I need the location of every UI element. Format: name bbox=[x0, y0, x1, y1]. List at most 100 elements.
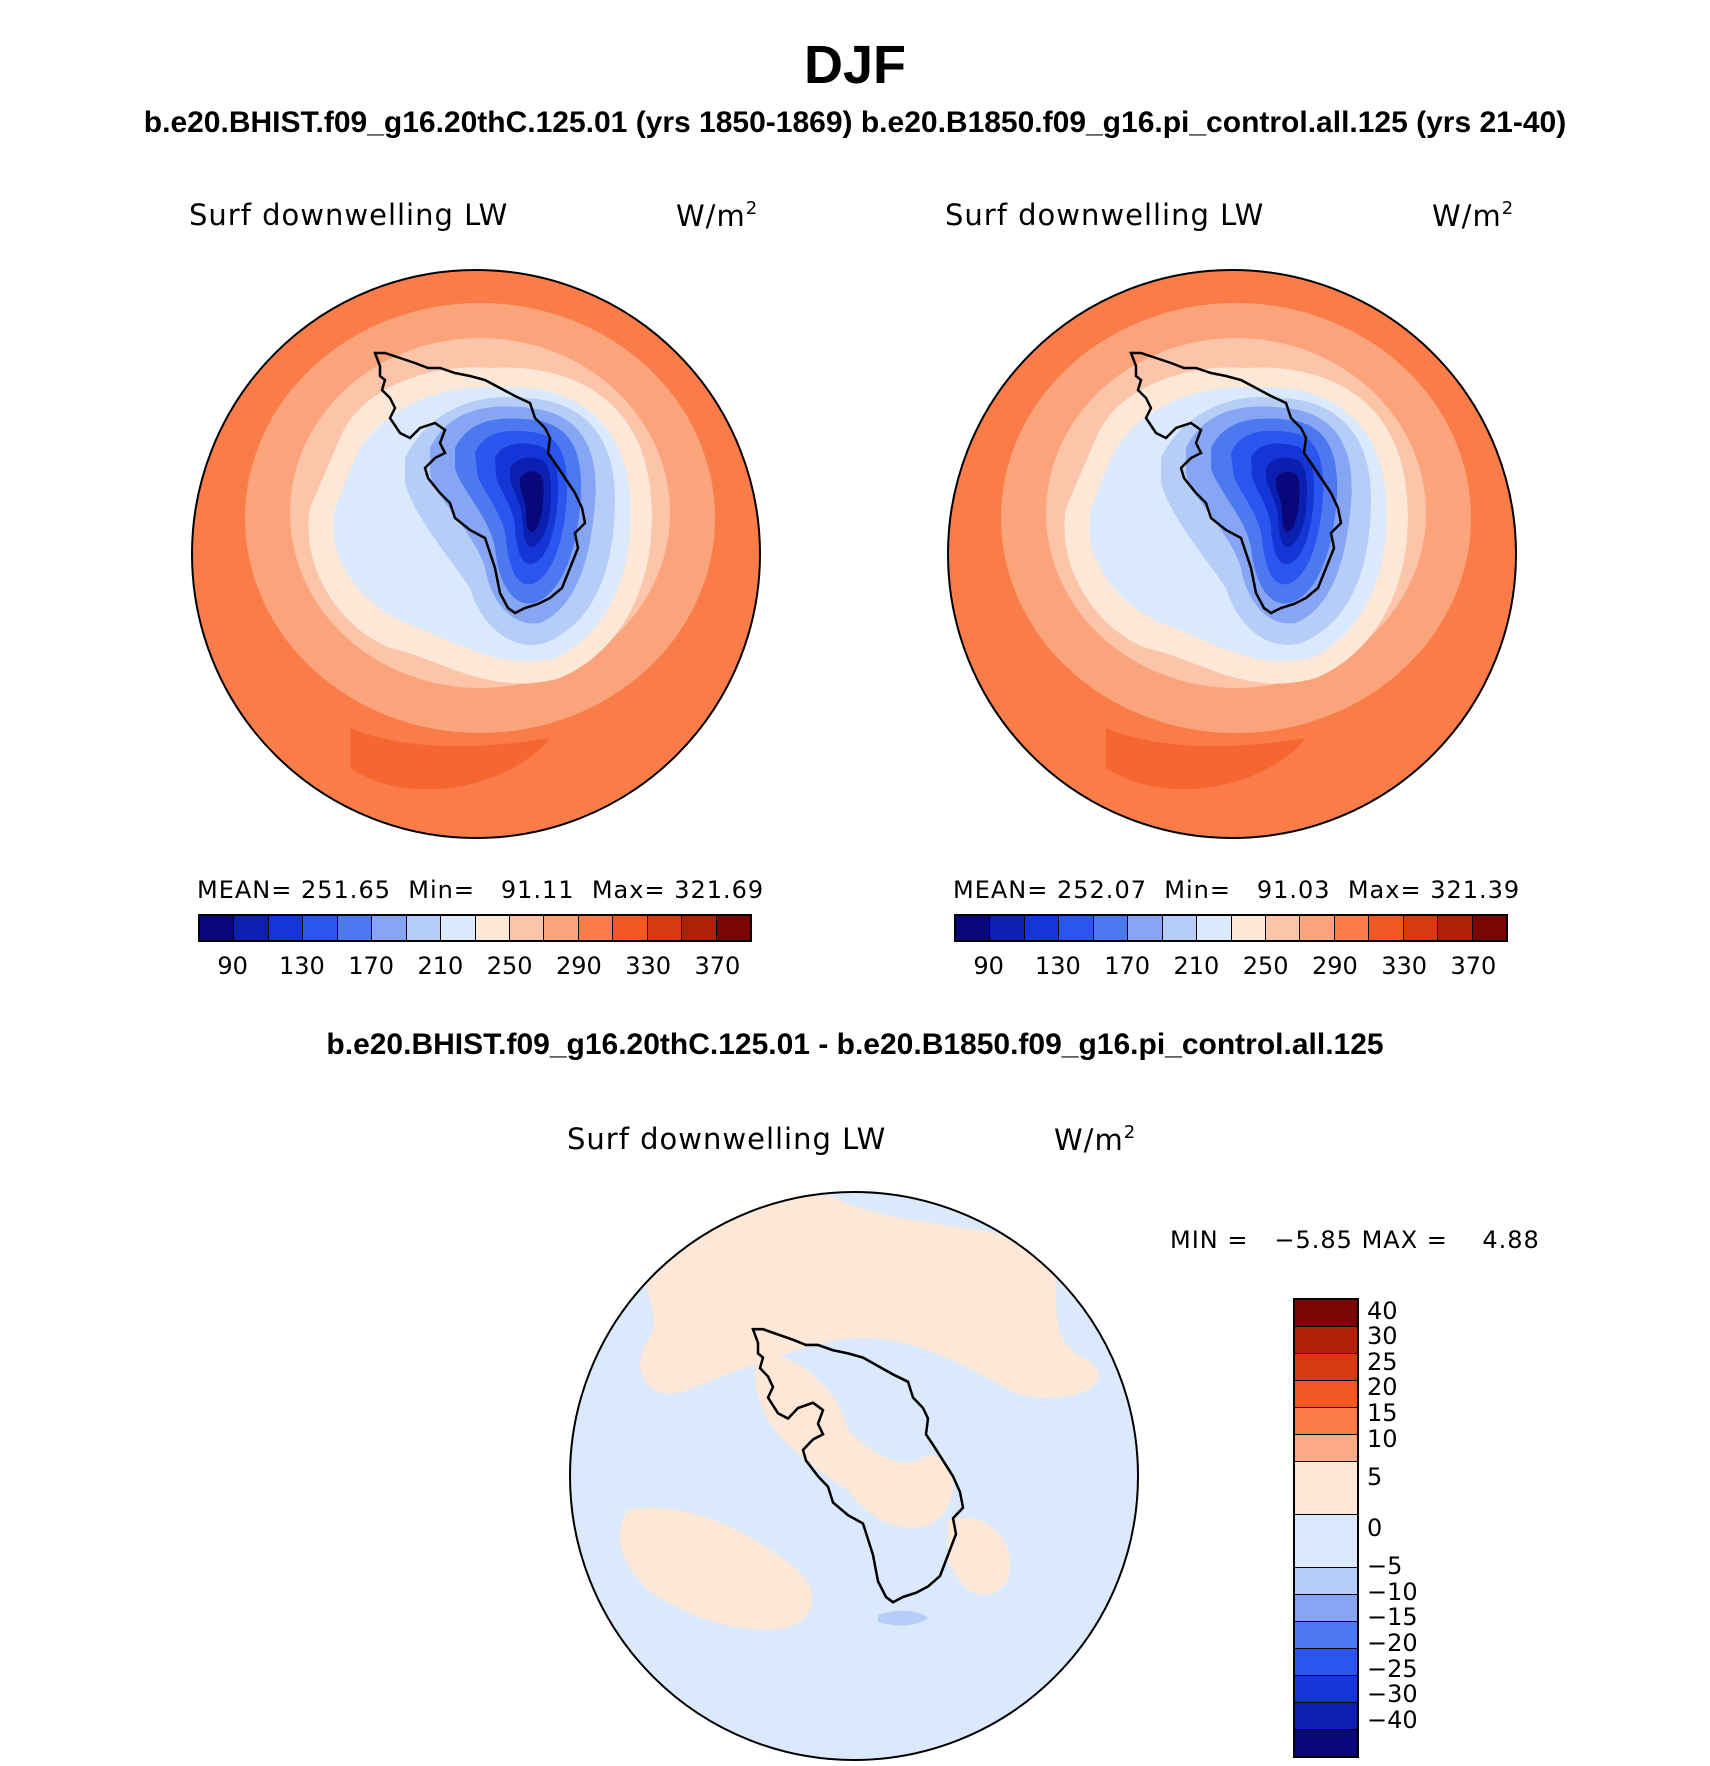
panel-1-map bbox=[191, 269, 761, 839]
colorbar-swatch bbox=[1295, 1622, 1357, 1649]
colorbar-tick-label: −5 bbox=[1367, 1552, 1403, 1581]
colorbar-swatch bbox=[1438, 916, 1473, 940]
diff-field-positive-west bbox=[619, 1508, 813, 1630]
colorbar-tick-label: 370 bbox=[694, 952, 741, 980]
diff-map bbox=[569, 1191, 1139, 1761]
colorbar-swatch bbox=[372, 916, 407, 940]
panel-2-colorbar bbox=[954, 914, 1508, 942]
panel-1-map-border bbox=[191, 269, 761, 839]
colorbar-tick-label: 290 bbox=[1311, 952, 1358, 980]
colorbar-swatch bbox=[406, 916, 442, 940]
colorbar-tick-label: 170 bbox=[1104, 952, 1151, 980]
colorbar-swatch bbox=[1472, 916, 1506, 940]
colorbar-swatch bbox=[544, 916, 579, 940]
panel-2-stats: MEAN= 252.07 Min= 91.03 Max= 321.39 bbox=[953, 876, 1520, 904]
colorbar-tick-label: 20 bbox=[1367, 1373, 1398, 1402]
colorbar-swatch bbox=[682, 916, 717, 940]
colorbar-tick-label: −15 bbox=[1367, 1603, 1418, 1632]
diff-field-negative-patch bbox=[878, 1610, 928, 1626]
colorbar-swatch bbox=[200, 916, 235, 940]
colorbar-tick-label: −10 bbox=[1367, 1577, 1418, 1606]
panel-1-min-value: 91.11 bbox=[500, 876, 575, 904]
colorbar-swatch bbox=[1295, 1408, 1357, 1435]
panel-2-units: W/m2 bbox=[1432, 198, 1514, 233]
panel-2-units-exp: 2 bbox=[1501, 198, 1515, 219]
colorbar-swatch bbox=[1295, 1354, 1357, 1381]
panel-1-max-label: Max= bbox=[591, 876, 666, 904]
colorbar-swatch bbox=[1295, 1435, 1357, 1462]
diff-units-exp: 2 bbox=[1123, 1122, 1137, 1143]
colorbar-swatch bbox=[613, 916, 648, 940]
colorbar-swatch bbox=[1128, 916, 1163, 940]
difference-title: b.e20.BHIST.f09_g16.20thC.125.01 - b.e20… bbox=[326, 1028, 1384, 1061]
panel-1-mean-label: MEAN= bbox=[197, 876, 293, 904]
colorbar-tick-label: 330 bbox=[1381, 952, 1428, 980]
panel-2-mean-label: MEAN= bbox=[953, 876, 1049, 904]
colorbar-tick-label: 25 bbox=[1367, 1347, 1398, 1376]
colorbar-swatch bbox=[1265, 916, 1301, 940]
colorbar-tick-label: 130 bbox=[1034, 952, 1081, 980]
colorbar-tick-label: −40 bbox=[1367, 1705, 1418, 1734]
diff-field-positive-interior bbox=[754, 1350, 953, 1529]
diff-colorbar bbox=[1293, 1298, 1359, 1758]
diff-max-label: MAX = bbox=[1361, 1226, 1448, 1254]
panel-1-max-value: 321.69 bbox=[674, 876, 765, 904]
colorbar-swatch bbox=[956, 916, 991, 940]
colorbar-tick-label: 170 bbox=[348, 952, 395, 980]
colorbar-tick-label: 130 bbox=[278, 952, 325, 980]
colorbar-tick-label: 5 bbox=[1367, 1462, 1383, 1491]
panel-1-stats: MEAN= 251.65 Min= 91.11 Max= 321.69 bbox=[197, 876, 764, 904]
panel-1-coastline bbox=[373, 351, 587, 615]
colorbar-tick-label: 30 bbox=[1367, 1322, 1398, 1351]
colorbar-tick-label: 90 bbox=[217, 952, 248, 980]
season-title: DJF bbox=[803, 35, 906, 95]
colorbar-tick-label: 210 bbox=[417, 952, 464, 980]
colorbar-swatch bbox=[1295, 1462, 1357, 1515]
panel-2-max-value: 321.39 bbox=[1430, 876, 1521, 904]
colorbar-tick-label: 370 bbox=[1450, 952, 1497, 980]
colorbar-swatch bbox=[1295, 1300, 1357, 1327]
colorbar-swatch bbox=[1093, 916, 1129, 940]
colorbar-tick-label: 40 bbox=[1367, 1296, 1398, 1325]
colorbar-swatch bbox=[441, 916, 476, 940]
colorbar-swatch bbox=[1295, 1595, 1357, 1622]
colorbar-tick-label: 0 bbox=[1367, 1514, 1383, 1542]
colorbar-swatch bbox=[1295, 1676, 1357, 1703]
colorbar-swatch bbox=[475, 916, 510, 940]
panel-2-min-label: Min= bbox=[1164, 876, 1231, 904]
colorbar-swatch bbox=[337, 916, 373, 940]
panel-2-field-band-310 bbox=[1106, 728, 1306, 790]
panel-1-mean-value: 251.65 bbox=[301, 876, 391, 904]
colorbar-tick-label: 90 bbox=[973, 952, 1004, 980]
panel-1-variable: Surf downwelling LW bbox=[189, 198, 509, 232]
colorbar-swatch bbox=[647, 916, 683, 940]
colorbar-swatch bbox=[509, 916, 545, 940]
colorbar-swatch bbox=[1295, 1649, 1357, 1676]
colorbar-swatch bbox=[303, 916, 338, 940]
colorbar-swatch bbox=[1197, 916, 1232, 940]
diff-min-label: MIN = bbox=[1170, 1226, 1249, 1254]
colorbar-swatch bbox=[1162, 916, 1198, 940]
colorbar-swatch bbox=[1403, 916, 1439, 940]
colorbar-swatch bbox=[234, 916, 269, 940]
colorbar-swatch bbox=[1024, 916, 1060, 940]
panel-1-units: W/m2 bbox=[676, 198, 758, 233]
diff-map-border bbox=[569, 1191, 1139, 1761]
panel-2-max-label: Max= bbox=[1347, 876, 1422, 904]
colorbar-tick-label: 10 bbox=[1367, 1424, 1398, 1453]
diff-coastline bbox=[751, 1327, 965, 1604]
colorbar-tick-label: −30 bbox=[1367, 1680, 1418, 1709]
diff-min-value: −5.85 bbox=[1274, 1226, 1353, 1254]
colorbar-swatch bbox=[1295, 1568, 1357, 1595]
colorbar-swatch bbox=[1295, 1515, 1357, 1568]
colorbar-swatch bbox=[1295, 1703, 1357, 1730]
colorbar-swatch bbox=[268, 916, 304, 940]
diff-field-positive-east bbox=[948, 1518, 1010, 1595]
panel-1-units-exp: 2 bbox=[745, 198, 759, 219]
diff-field-positive-north bbox=[628, 1195, 1099, 1399]
colorbar-swatch bbox=[990, 916, 1025, 940]
colorbar-tick-label: 250 bbox=[1242, 952, 1289, 980]
colorbar-swatch bbox=[1295, 1730, 1357, 1756]
panel-2-coastline bbox=[1129, 351, 1343, 615]
panel-2-map-border bbox=[947, 269, 1517, 839]
